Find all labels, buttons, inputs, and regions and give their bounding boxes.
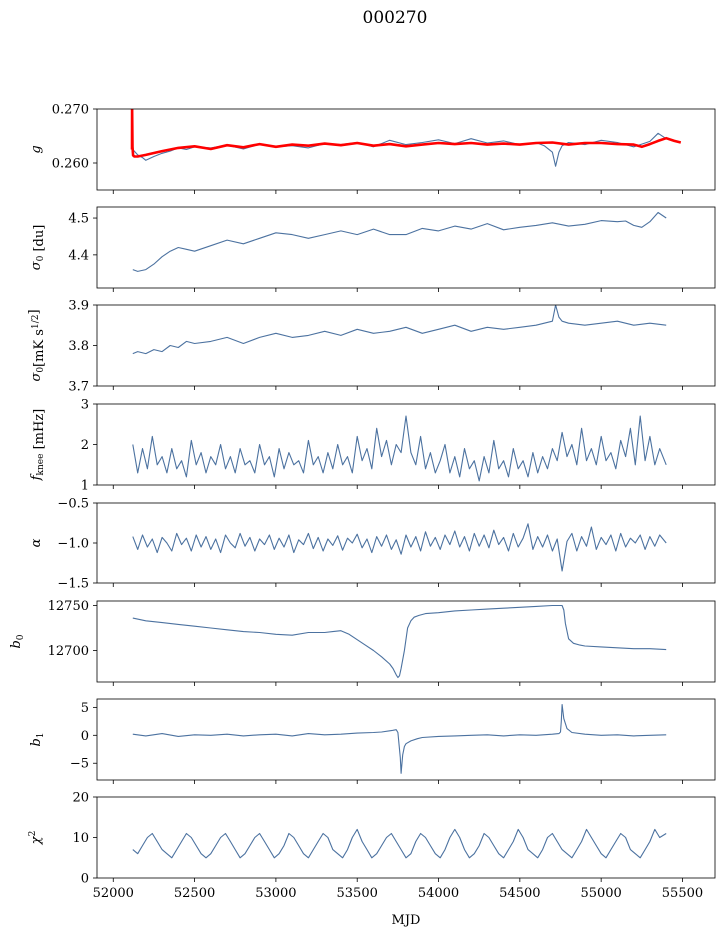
sigma0_du-measured-line xyxy=(132,211,667,272)
sigma0_mk-ytick-label: 3.7 xyxy=(68,380,89,395)
g-model-line xyxy=(130,109,682,158)
g-ylabel: g xyxy=(29,145,44,153)
fknee-ytick-label: 2 xyxy=(81,438,89,453)
panel-fknee: 1 2 3 fknee [mHz] xyxy=(29,398,716,494)
chi2-ytick-label: 0 xyxy=(81,872,89,887)
chi2-ytick-label: 20 xyxy=(72,791,89,806)
fknee-measured-line xyxy=(132,415,667,482)
sigma0_du-ylabel: σ0 [du] xyxy=(29,225,47,271)
fknee-ytick-label: 3 xyxy=(81,398,89,413)
alpha-axes-frame xyxy=(96,502,716,584)
alpha-ytick-label: −1.0 xyxy=(57,537,89,552)
b1-measured-line xyxy=(132,704,667,774)
b0-ytick-label: 12700 xyxy=(48,644,89,659)
panel-alpha: −1.5 −1.0 −0.5 α xyxy=(29,497,716,592)
alpha-ytick-label: −1.5 xyxy=(57,577,89,592)
panel-b0: 12700 12750 b0 xyxy=(9,599,716,686)
panel-sigma0_mk: 3.7 3.8 3.9 σ0[mK s1/2] xyxy=(27,299,716,395)
xtick-label: 55500 xyxy=(662,886,703,901)
sigma0_mk-axes-frame xyxy=(96,304,716,387)
sigma0_du-ytick-label: 4.5 xyxy=(68,212,89,227)
xlabel: MJD xyxy=(392,913,421,928)
panel-b1: −5 0 5 b1 xyxy=(29,698,716,784)
xtick-label: 52000 xyxy=(93,886,134,901)
b1-ytick-label: −5 xyxy=(70,757,89,772)
g-axes-frame xyxy=(96,108,716,191)
alpha-ylabel: α xyxy=(29,538,44,547)
xtick-label: 54500 xyxy=(499,886,540,901)
fknee-ytick-label: 1 xyxy=(81,479,89,494)
chi2-axes-frame xyxy=(96,796,716,879)
xtick-label: 54000 xyxy=(418,886,459,901)
panels-container: 0.260 0.270 g 4.4 4.5 σ0 [du] 3.7 3.8 3.9 σ0[mK s… xyxy=(9,103,716,928)
chi2-measured-line xyxy=(132,828,667,859)
b0-axes-frame xyxy=(96,600,716,683)
b1-axes-frame xyxy=(96,698,716,781)
figure-title: 000270 xyxy=(363,8,428,28)
xtick-label: 53500 xyxy=(337,886,378,901)
b1-ytick-label: 0 xyxy=(81,729,89,744)
panel-sigma0_du: 4.4 4.5 σ0 [du] xyxy=(29,206,716,292)
sigma0_du-axes-frame xyxy=(96,206,716,289)
xtick-label: 52500 xyxy=(174,886,215,901)
xtick-label: 55000 xyxy=(580,886,621,901)
sigma0_mk-ytick-label: 3.9 xyxy=(68,299,89,314)
sigma0_mk-measured-line xyxy=(132,305,667,355)
b1-ytick-label: 5 xyxy=(81,701,89,716)
g-ytick-label: 0.270 xyxy=(52,103,89,118)
b0-measured-line xyxy=(132,604,667,679)
panel-chi2: 0 10 20 52000 52500 53000 53500 54000 54500 55000… xyxy=(28,791,716,928)
b1-ylabel: b1 xyxy=(29,732,46,746)
fknee-ylabel: fknee [mHz] xyxy=(29,409,47,482)
chi2-ylabel: χ2 xyxy=(28,831,44,846)
b0-ytick-label: 12750 xyxy=(48,599,89,614)
chi2-ytick-label: 10 xyxy=(72,831,89,846)
alpha-ytick-label: −0.5 xyxy=(57,497,89,512)
b0-ylabel: b0 xyxy=(9,634,26,648)
sigma0_du-ytick-label: 4.4 xyxy=(68,248,89,263)
sigma0_mk-ytick-label: 3.8 xyxy=(68,339,89,354)
g-ytick-label: 0.260 xyxy=(52,157,89,172)
xtick-label: 53000 xyxy=(255,886,296,901)
sigma0_mk-ylabel: σ0[mK s1/2] xyxy=(27,309,47,381)
panel-g: 0.260 0.270 g xyxy=(29,103,716,194)
alpha-measured-line xyxy=(132,523,667,572)
